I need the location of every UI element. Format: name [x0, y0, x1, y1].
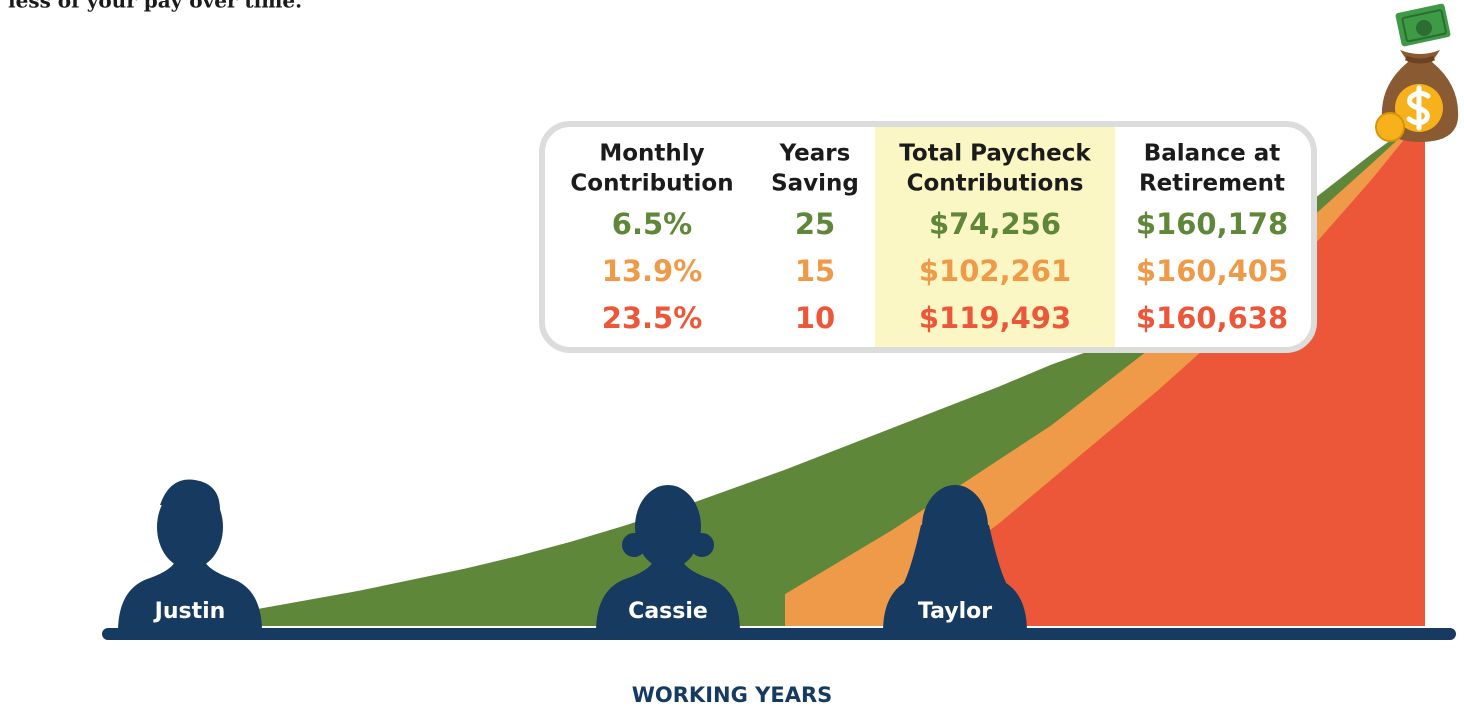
- subtitle: less of your pay over time.: [8, 0, 302, 13]
- person-name: Cassie: [628, 599, 708, 624]
- table-header: Monthly: [599, 141, 704, 167]
- table-header: Saving: [771, 171, 859, 197]
- table-cell: 10: [795, 301, 835, 335]
- table-header: Contribution: [570, 171, 733, 197]
- table-header: Total Paycheck: [899, 141, 1091, 167]
- table-header: Years: [779, 141, 851, 167]
- person-head: [635, 485, 701, 569]
- person-hair: [622, 533, 646, 557]
- person-hair: [690, 533, 714, 557]
- chart: less of your pay over time. Justin Cassie…: [0, 0, 1464, 710]
- table-cell: $160,178: [1136, 207, 1288, 241]
- table-cell: 23.5%: [602, 301, 703, 335]
- table-cell: $102,261: [919, 254, 1071, 288]
- table-header: Retirement: [1139, 171, 1285, 197]
- table-header: Contributions: [907, 171, 1084, 197]
- person-hair: [160, 480, 220, 510]
- table-cell: 15: [795, 254, 835, 288]
- person-silhouette: Justin: [118, 480, 262, 632]
- money-bag-icon: [1376, 3, 1458, 142]
- person-name: Taylor: [918, 599, 992, 624]
- x-axis-label: WORKING YEARS: [632, 683, 833, 707]
- table-cell: $160,638: [1136, 301, 1288, 335]
- table-header: Balance at: [1144, 141, 1281, 167]
- table-cell: $119,493: [919, 301, 1071, 335]
- table-cell: 6.5%: [612, 207, 692, 241]
- table-cell: 13.9%: [602, 254, 703, 288]
- person-name: Justin: [153, 599, 226, 624]
- table-cell: $74,256: [929, 207, 1061, 241]
- table-cell: $160,405: [1136, 254, 1288, 288]
- table-cell: 25: [795, 207, 835, 241]
